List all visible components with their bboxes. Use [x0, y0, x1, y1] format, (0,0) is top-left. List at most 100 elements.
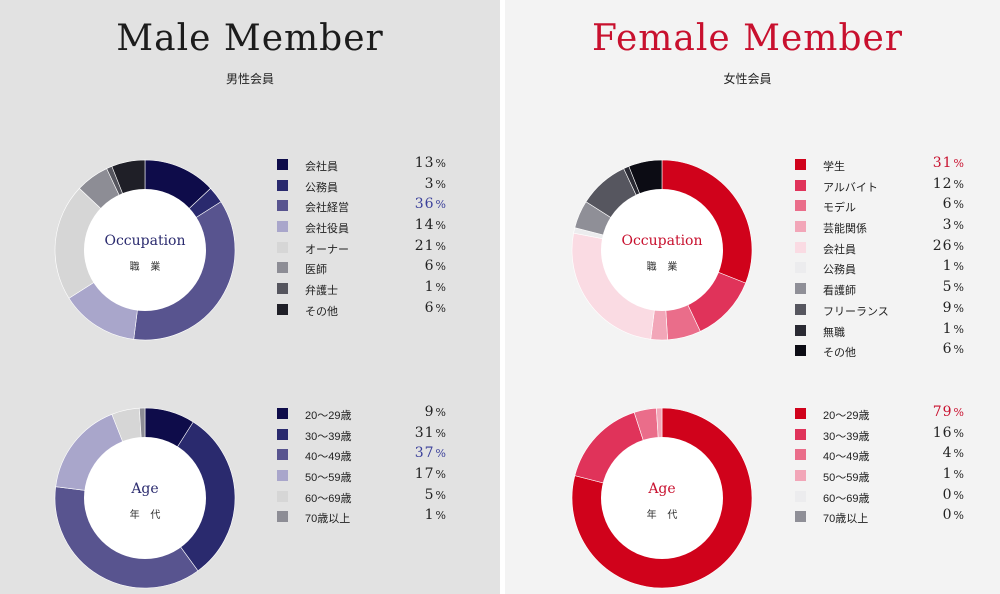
female-age-legend-swatch: [795, 490, 806, 502]
male-title: Male Member: [116, 18, 384, 59]
female-occupation-legend-swatch: [795, 303, 806, 315]
female-age-legend-value: 4%: [942, 445, 965, 462]
female-occupation-legend-value: 5%: [942, 279, 965, 296]
male-occupation-legend-name: その他: [305, 305, 338, 318]
male-age-legend-value: 1%: [424, 507, 447, 524]
male-occupation-legend-value: 6%: [424, 299, 447, 316]
female-occupation-legend-item: その他 6%: [795, 341, 965, 362]
male-age-legend-swatch: [277, 490, 288, 502]
male-occupation-label: Occupation: [104, 233, 185, 249]
female-occupation-legend-name: モデル: [823, 202, 856, 215]
male-occupation-legend-value: 6%: [424, 258, 447, 275]
female-age-legend: 20～29歳 79% 30～39歳 16% 40～49歳 4% 50～59歳 1% 60～69歳…: [795, 404, 965, 528]
male-age-legend: 20～29歳 9% 30～39歳 31% 40～49歳 37% 50～59歳 17% 60～69…: [277, 404, 447, 528]
male-occupation-legend-swatch: [277, 303, 288, 315]
male-age-legend-item: 20～29歳 9%: [277, 404, 447, 425]
male-occupation-legend-swatch: [277, 262, 288, 274]
male-occupation-legend-value: 3%: [424, 175, 447, 192]
male-occupation-legend-value: 36%: [414, 196, 447, 213]
male-age-legend-name: 70歳以上: [305, 513, 351, 526]
male-age-legend-name: 30～39歳: [305, 430, 352, 443]
female-occupation-label: Occupation: [621, 233, 702, 249]
male-occupation-legend-value: 21%: [414, 237, 447, 254]
female-occupation-legend-value: 3%: [942, 217, 965, 234]
male-age-legend-value: 37%: [414, 445, 447, 462]
male-age-legend-value: 9%: [424, 404, 447, 420]
female-occupation-legend-swatch: [795, 324, 806, 336]
female-occupation-legend-item: 学生 31%: [795, 155, 965, 176]
male-age-legend-swatch: [277, 428, 288, 440]
female-age-donut: Age 年 代: [571, 407, 753, 589]
male-occupation-legend-item: 弁護士 1%: [277, 279, 447, 300]
female-occupation-donut: Occupation 職 業: [571, 159, 753, 341]
male-age-legend-swatch: [277, 449, 288, 461]
male-occupation-legend-item: 会社経営 36%: [277, 196, 447, 217]
male-occupation-donut: Occupation 職 業: [54, 159, 236, 341]
male-occupation-legend-name: 会社員: [305, 161, 338, 173]
female-occupation-legend-name: 無職: [823, 326, 845, 339]
female-occupation-legend-item: アルバイト 12%: [795, 176, 965, 197]
female-occupation-legend-item: 会社員 26%: [795, 238, 965, 259]
female-occupation-legend-swatch: [795, 159, 806, 170]
female-occupation-legend: 学生 31% アルバイト 12% モデル 6% 芸能関係 3% 会社員 26% 公務員 1% 看護師 5%…: [795, 155, 965, 362]
female-occupation-legend-value: 6%: [942, 341, 965, 358]
female-age-legend-name: 50～59歳: [823, 472, 870, 485]
male-occupation-legend-item: 医師 6%: [277, 258, 447, 279]
male-occupation-legend-swatch: [277, 283, 288, 295]
male-occupation-legend-value: 13%: [414, 155, 447, 171]
male-age-legend-swatch: [277, 470, 288, 482]
female-age-legend-value: 1%: [942, 466, 965, 483]
male-occupation-legend-name: オーナー: [305, 243, 349, 256]
male-age-sublabel: 年 代: [130, 508, 165, 521]
female-age-legend-item: 70歳以上 0%: [795, 507, 965, 528]
male-occupation-sublabel: 職 業: [130, 260, 165, 273]
female-occupation-legend-swatch: [795, 179, 806, 191]
female-age-legend-value: 79%: [932, 404, 965, 420]
male-occupation-legend-name: 会社役員: [305, 223, 349, 236]
female-occupation-legend-value: 9%: [942, 299, 965, 316]
male-occupation-legend: 会社員 13% 公務員 3% 会社経営 36% 会社役員 14% オーナー 21% 医師 6% 弁護士 1…: [277, 155, 447, 321]
female-occupation-legend-item: モデル 6%: [795, 196, 965, 217]
female-age-legend-name: 40～49歳: [823, 451, 870, 464]
female-age-legend-swatch: [795, 428, 806, 440]
male-age-legend-name: 50～59歳: [305, 472, 352, 485]
female-occupation-legend-name: 学生: [823, 161, 845, 173]
male-occupation-legend-name: 医師: [305, 264, 327, 277]
male-age-legend-name: 40～49歳: [305, 451, 352, 464]
female-occupation-legend-name: フリーランス: [823, 305, 889, 318]
female-occupation-legend-item: 公務員 1%: [795, 258, 965, 279]
female-age-legend-item: 20～29歳 79%: [795, 404, 965, 425]
male-age-legend-item: 40～49歳 37%: [277, 445, 447, 466]
male-occupation-legend-item: その他 6%: [277, 300, 447, 321]
male-age-legend-swatch: [277, 408, 288, 419]
panel-divider: [500, 0, 505, 594]
female-age-legend-item: 40～49歳 4%: [795, 445, 965, 466]
female-subtitle: 女性会員: [723, 72, 772, 86]
female-age-legend-item: 60～69歳 0%: [795, 487, 965, 508]
male-occupation-legend-item: オーナー 21%: [277, 238, 447, 259]
female-age-legend-name: 60～69歳: [823, 492, 870, 505]
female-age-label: Age: [647, 481, 675, 497]
female-age-legend-value: 16%: [932, 424, 965, 441]
male-occupation-legend-swatch: [277, 200, 288, 212]
female-title: Female Member: [591, 18, 904, 59]
male-age-legend-item: 60～69歳 5%: [277, 487, 447, 508]
female-age-legend-item: 30～39歳 16%: [795, 425, 965, 446]
male-age-label: Age: [130, 481, 158, 497]
female-occupation-legend-name: 看護師: [823, 285, 856, 298]
female-age-sublabel: 年 代: [647, 508, 682, 521]
male-panel: Male Member 男性会員 Occupation 職 業 会社員 13% 公務…: [0, 0, 500, 594]
male-occupation-legend-item: 会社員 13%: [277, 155, 447, 176]
female-occupation-legend-swatch: [795, 200, 806, 212]
female-occupation-legend-item: フリーランス 9%: [795, 300, 965, 321]
female-occupation-legend-value: 12%: [932, 175, 965, 192]
female-age-legend-swatch: [795, 449, 806, 461]
female-age-legend-swatch: [795, 470, 806, 482]
male-occupation-legend-item: 会社役員 14%: [277, 217, 447, 238]
male-occupation-legend-swatch: [277, 159, 288, 170]
female-occupation-legend-name: その他: [823, 347, 856, 360]
female-occupation-legend-item: 無職 1%: [795, 321, 965, 342]
female-occupation-legend-name: アルバイト: [823, 181, 878, 194]
male-age-legend-item: 30～39歳 31%: [277, 425, 447, 446]
female-occupation-legend-swatch: [795, 262, 806, 274]
